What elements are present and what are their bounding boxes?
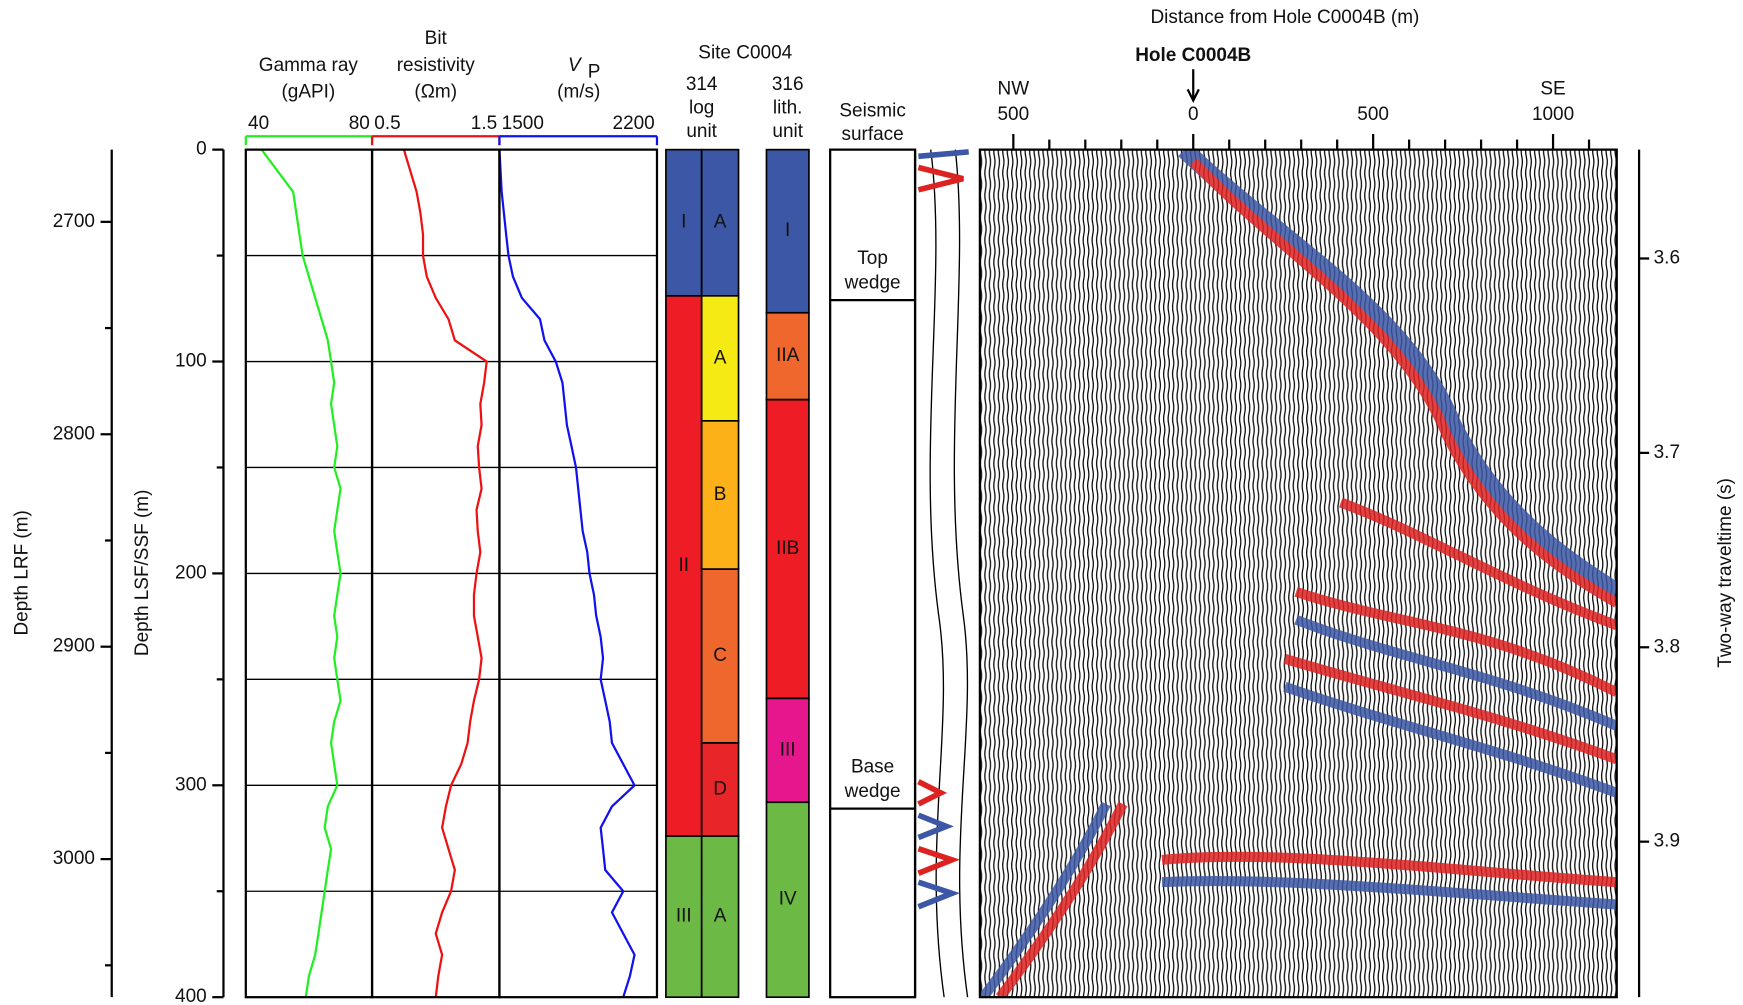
y-tick-label: 100: [175, 351, 207, 372]
direction-label: SE: [1540, 78, 1565, 99]
log-curve: [402, 149, 488, 998]
x-tick-label: 40: [248, 113, 269, 134]
y-tick-label: 2900: [53, 636, 95, 657]
seismic-reflectors: [979, 149, 1617, 998]
marker-arrow: [1186, 69, 1200, 103]
column-header: unit: [772, 121, 803, 142]
surface-label: Top: [857, 248, 888, 269]
unit-interval: [765, 697, 810, 804]
track-title: (Ωm): [414, 82, 457, 103]
unit-interval: [700, 568, 740, 744]
unit-label: IV: [779, 889, 797, 910]
x-tick-label: 2200: [613, 113, 655, 134]
log-curve: [260, 148, 342, 998]
x-tick-label: 1.5: [471, 113, 497, 134]
unit-interval: [765, 311, 810, 401]
unit-label: I: [785, 220, 790, 241]
unit-label: B: [714, 484, 727, 505]
column-header: lith.: [773, 97, 803, 118]
y-tick-label: 200: [175, 562, 207, 583]
x-tick-label: 0.5: [374, 113, 400, 134]
unit-interval: [700, 294, 740, 422]
unit-interval: [700, 835, 740, 999]
track-title: (gAPI): [281, 82, 335, 103]
x-tick-label: 1500: [502, 113, 544, 134]
y2-tick-label: 3.9: [1654, 831, 1680, 852]
unit-label: C: [713, 645, 727, 666]
unit-label: A: [714, 906, 727, 927]
y-axis-title: Depth LRF (m): [11, 510, 32, 635]
track-title: Gamma ray: [259, 55, 359, 76]
unit-label: D: [713, 779, 727, 800]
unit-label: A: [714, 212, 727, 233]
unit-label: A: [714, 347, 727, 368]
unit-label: IIA: [776, 345, 800, 366]
y-tick-label: 300: [175, 774, 207, 795]
unit-interval: [765, 398, 810, 700]
column-group-title: Site C0004: [698, 43, 792, 64]
y2-tick-label: 3.7: [1654, 442, 1680, 463]
column-header: 316: [772, 74, 804, 95]
y-tick-label: 2700: [53, 211, 95, 232]
surface-label: wedge: [844, 272, 901, 293]
column-header: surface: [841, 124, 903, 145]
track-title: resistivity: [397, 55, 476, 76]
column-header: 314: [686, 74, 718, 95]
column-header: Seismic: [839, 101, 905, 122]
unit-label: I: [681, 212, 686, 233]
x-tick-label: 80: [349, 113, 370, 134]
y2-tick-label: 3.6: [1654, 248, 1680, 269]
track-title: (m/s): [557, 82, 600, 103]
log-curve: [498, 149, 636, 998]
x-tick-label: 500: [1357, 104, 1389, 125]
track-title-sub: P: [588, 62, 601, 83]
unit-label: III: [676, 906, 692, 927]
marker-label: Hole C0004B: [1135, 45, 1251, 66]
track-title: V: [568, 55, 583, 76]
seismic-frame: [978, 148, 1618, 999]
y-tick-label: 0: [196, 139, 207, 160]
column-header: log: [689, 97, 714, 118]
x-tick-label: 0: [1188, 104, 1199, 125]
y2-axis-title: Two-way traveltime (s): [1715, 478, 1736, 668]
track-title: Bit: [425, 28, 448, 49]
synthetic-trace: [917, 149, 969, 998]
unit-interval: [700, 742, 740, 837]
unit-interval: [765, 801, 810, 999]
surface-label: wedge: [844, 781, 901, 802]
column-header: unit: [686, 121, 717, 142]
y2-tick-label: 3.8: [1654, 636, 1680, 657]
x-axis-title: Distance from Hole C0004B (m): [1150, 7, 1419, 28]
unit-label: II: [679, 555, 690, 576]
unit-label: IIB: [776, 538, 799, 559]
surface-label: Base: [851, 756, 894, 777]
x-tick-label: 500: [998, 104, 1030, 125]
unit-interval: [700, 420, 740, 571]
track-frame: [498, 148, 659, 999]
unit-interval: [665, 835, 703, 999]
x-tick-label: 1000: [1532, 104, 1574, 125]
y-tick-label: 400: [175, 986, 207, 1005]
direction-label: NW: [998, 78, 1030, 99]
y-tick-label: 3000: [53, 848, 95, 869]
unit-label: III: [780, 739, 796, 760]
y-tick-label: 2800: [53, 423, 95, 444]
y-axis-title: Depth LSF/SSF (m): [132, 490, 153, 656]
